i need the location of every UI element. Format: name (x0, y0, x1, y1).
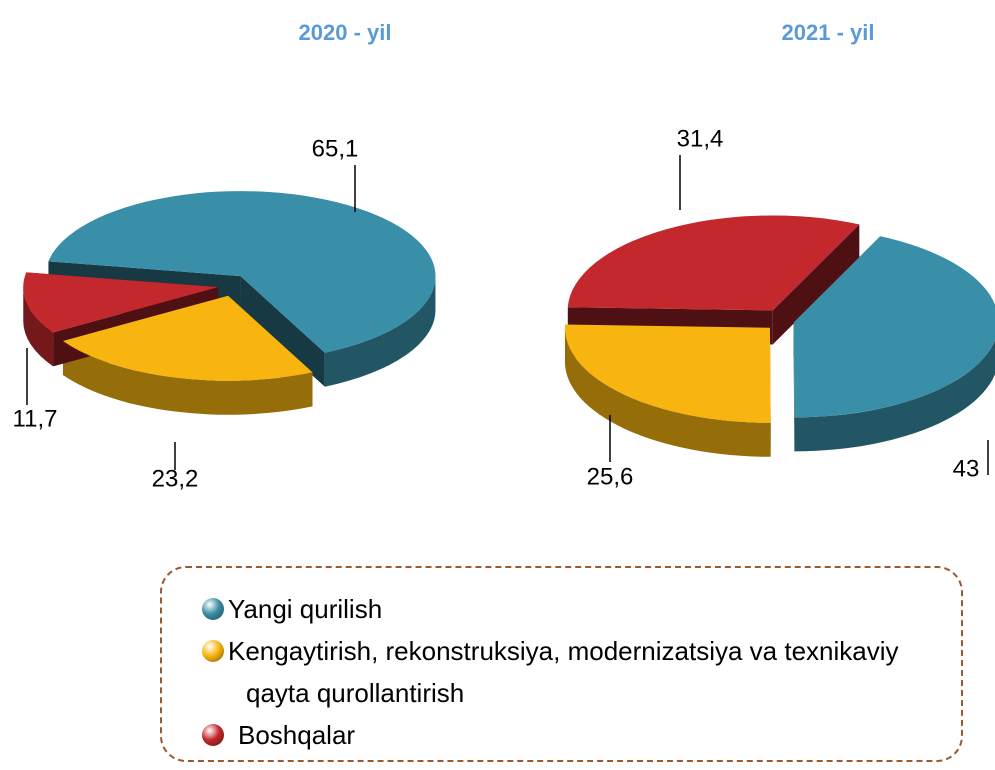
slice-top (567, 215, 860, 311)
legend-label: Boshqalar (238, 720, 356, 750)
slice-wall (23, 287, 54, 367)
data-label: 65,1 (312, 135, 359, 162)
slice-top (564, 324, 771, 423)
slice-wall (324, 276, 436, 387)
data-label: 25,6 (587, 463, 634, 490)
slice-wall (794, 340, 995, 452)
legend-swatch (202, 598, 224, 620)
data-label: 11,7 (13, 405, 58, 432)
legend-swatch (202, 640, 224, 662)
slice-top (62, 295, 313, 381)
slice-top (48, 191, 436, 353)
data-label: 31,4 (677, 125, 724, 152)
legend-swatch (202, 724, 224, 746)
slice-top (23, 272, 219, 333)
data-label: 43 (953, 455, 980, 482)
data-label: 23,2 (152, 465, 199, 492)
legend: Yangi qurilish Kengaytirish, rekonstruksi… (160, 566, 963, 762)
slice-wall (564, 327, 771, 457)
slice-wall (62, 340, 313, 415)
legend-label: Yangi qurilish (228, 594, 383, 624)
chart-title: 2020 - yil (299, 20, 392, 45)
slice-side (793, 322, 795, 452)
chart-title: 2021 - yil (782, 20, 875, 45)
legend-label: Kengaytirish, rekonstruksiya, modernizat… (228, 636, 899, 708)
slice-side (240, 276, 325, 387)
slice-top (793, 236, 995, 418)
slice-side (772, 224, 860, 345)
